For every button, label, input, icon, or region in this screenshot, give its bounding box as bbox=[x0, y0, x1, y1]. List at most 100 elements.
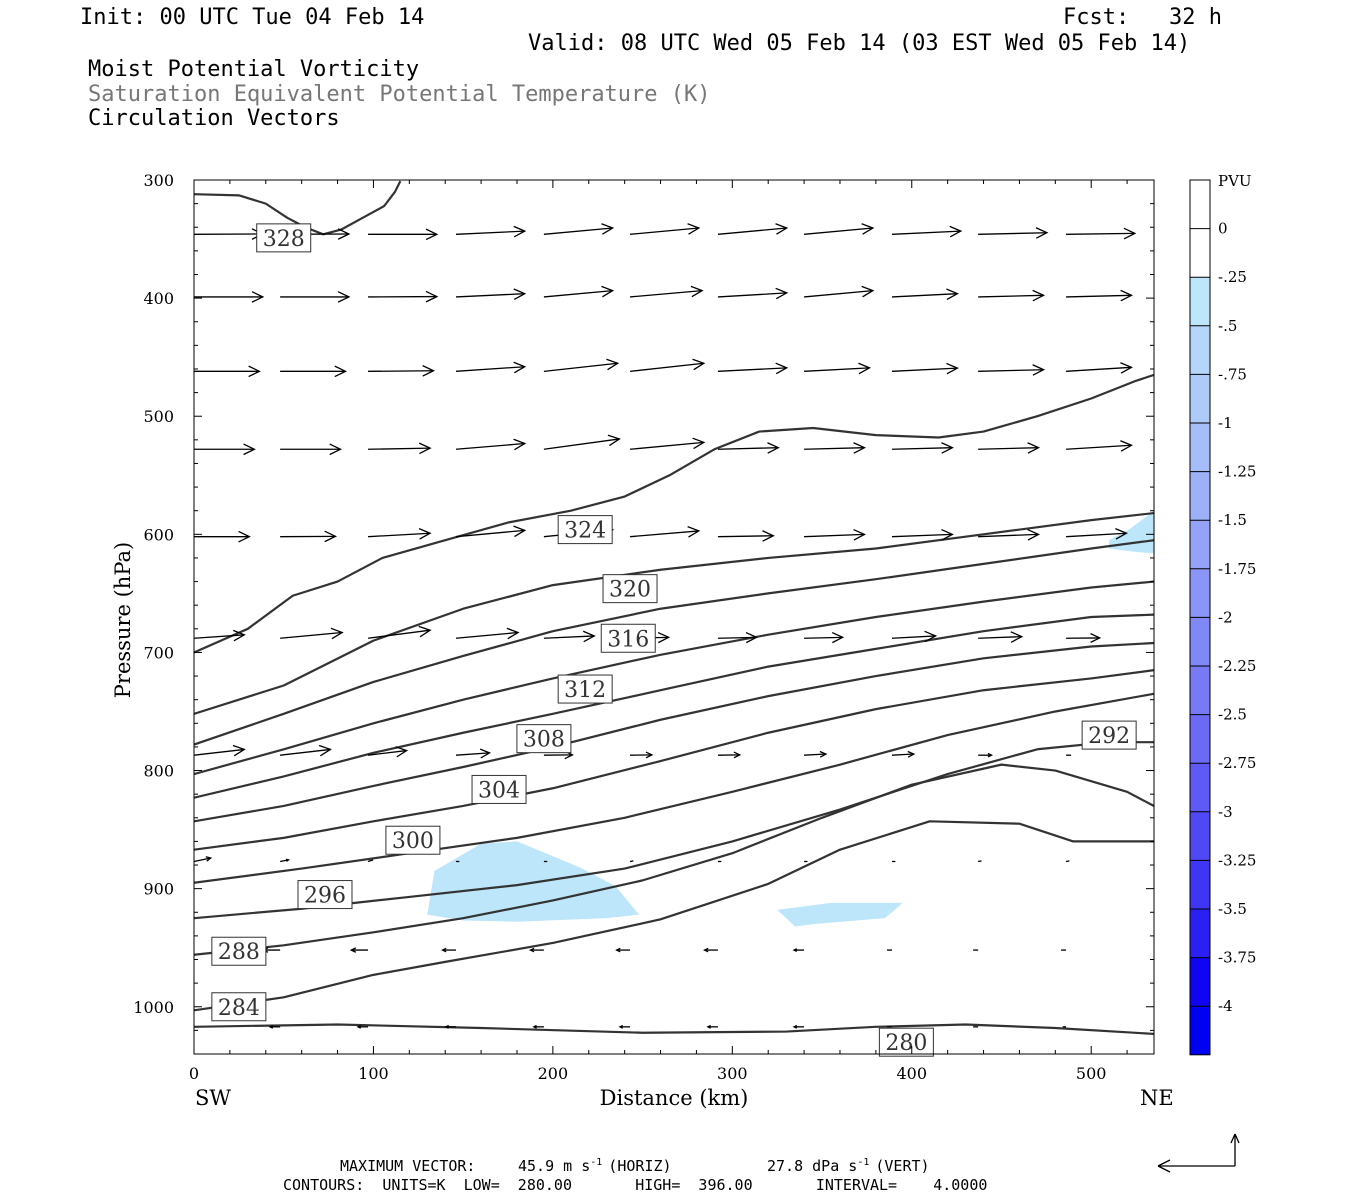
vector-arrowhead bbox=[907, 750, 916, 758]
y-tick-label: 600 bbox=[143, 525, 174, 544]
contour-label-328: 328 bbox=[263, 227, 305, 252]
circulation-vector bbox=[891, 293, 958, 298]
circulation-vector bbox=[891, 367, 958, 372]
contour-label-box bbox=[1081, 720, 1137, 750]
circulation-vector bbox=[978, 860, 982, 863]
circulation-vector bbox=[368, 370, 434, 372]
vector-arrowhead bbox=[418, 528, 432, 540]
circulation-vector bbox=[629, 227, 699, 235]
vector-arrowhead bbox=[318, 744, 332, 757]
vector-arrowhead bbox=[831, 631, 845, 644]
theta-es-contour-288 bbox=[194, 763, 1154, 956]
mpv-shading-layer bbox=[427, 510, 1154, 927]
contour-label-296: 296 bbox=[304, 884, 346, 909]
theta-es-contour-324 bbox=[194, 373, 1154, 654]
valid-time: Valid: 08 UTC Wed 05 Feb 14 (03 EST Wed … bbox=[528, 31, 1191, 56]
colorbar-title: PVU bbox=[1218, 172, 1252, 190]
vector-arrowhead bbox=[232, 744, 246, 757]
vector-arrowhead bbox=[858, 362, 872, 375]
colorbar-segment bbox=[1190, 568, 1210, 618]
contour-label-312: 312 bbox=[564, 678, 606, 703]
contour-label-316: 316 bbox=[607, 627, 649, 652]
vector-arrowhead bbox=[1120, 289, 1133, 302]
field-title-mpv: Moist Potential Vorticity bbox=[88, 57, 420, 82]
x-tick-label: 500 bbox=[1076, 1064, 1107, 1083]
theta-es-contour-284 bbox=[194, 820, 1154, 1012]
theta-es-contour-296 bbox=[194, 692, 1154, 884]
circulation-vector bbox=[455, 293, 525, 298]
contour-label-box bbox=[516, 724, 572, 754]
vector-arrowhead bbox=[607, 434, 621, 447]
circulation-vector bbox=[368, 532, 431, 538]
contour-label-308: 308 bbox=[523, 728, 565, 753]
colorbar-level-label: -.25 bbox=[1218, 268, 1247, 286]
footer-maxvec-label: MAXIMUM VECTOR: bbox=[340, 1157, 475, 1175]
vector-arrowhead bbox=[441, 947, 447, 953]
x-tick-label: 0 bbox=[189, 1064, 199, 1083]
circulation-vector bbox=[543, 362, 618, 372]
y-tick-label: 1000 bbox=[133, 998, 174, 1017]
vector-arrowhead bbox=[645, 751, 654, 759]
vector-arrowhead bbox=[243, 443, 256, 456]
colorbar-level-label: -1 bbox=[1218, 414, 1233, 432]
y-tick-label: 400 bbox=[143, 289, 174, 308]
vector-arrowhead bbox=[418, 625, 432, 638]
contour-label-box bbox=[600, 623, 656, 653]
vector-arrowhead bbox=[513, 525, 527, 538]
vector-arrowhead bbox=[775, 287, 789, 300]
vector-arrowhead bbox=[703, 947, 709, 953]
init-time: Init: 00 UTC Tue 04 Feb 14 bbox=[80, 5, 425, 30]
circulation-vector bbox=[194, 748, 245, 756]
vector-arrowhead bbox=[601, 223, 615, 235]
circulation-vector bbox=[455, 752, 490, 756]
colorbar-level-label: -2.25 bbox=[1218, 657, 1256, 675]
vector-arrowhead bbox=[418, 442, 432, 455]
vector-arrowhead bbox=[949, 225, 963, 238]
circulation-vector bbox=[629, 289, 703, 298]
footer-maxvec-horiz: 45.9 m s-1 (HORIZ) bbox=[518, 1157, 672, 1175]
vector-arrowhead bbox=[762, 530, 775, 542]
vector-arrowhead bbox=[657, 631, 671, 644]
vector-arrowhead bbox=[618, 1024, 623, 1029]
colorbar-segment bbox=[1190, 909, 1210, 958]
mpv-shaded-region bbox=[777, 902, 903, 927]
colorbar-segment bbox=[1190, 811, 1210, 861]
vector-arrowhead bbox=[1035, 227, 1049, 239]
contour-label-box bbox=[211, 992, 267, 1022]
colorbar-level-label: -3 bbox=[1218, 803, 1233, 821]
vector-arrowhead bbox=[745, 631, 759, 644]
circulation-vector bbox=[804, 636, 843, 639]
circulation-vector bbox=[978, 635, 1022, 639]
circulation-vector bbox=[543, 438, 620, 450]
y-tick-label: 300 bbox=[143, 171, 174, 190]
colorbar-segment bbox=[1190, 471, 1210, 521]
vector-arrowhead bbox=[853, 442, 866, 454]
vector-arrowhead bbox=[853, 528, 866, 541]
contour-label-box bbox=[557, 674, 613, 704]
circulation-vector bbox=[978, 294, 1044, 298]
circulation-vector bbox=[455, 631, 519, 639]
contour-label-324: 324 bbox=[564, 519, 606, 544]
circulation-vector bbox=[978, 232, 1047, 235]
vector-arrowhead bbox=[606, 358, 620, 371]
x-tick-label: 300 bbox=[717, 1064, 748, 1083]
theta-es-contour-320 bbox=[194, 511, 1154, 715]
colorbar-level-label: -2.75 bbox=[1218, 754, 1256, 772]
circulation-vector bbox=[978, 369, 1044, 372]
vector-arrowhead bbox=[425, 290, 439, 303]
colorbar-level-label: -.5 bbox=[1218, 317, 1237, 335]
colorbar-segment bbox=[1190, 860, 1210, 909]
vector-arrowhead bbox=[733, 751, 742, 759]
circulation-vector bbox=[717, 535, 774, 538]
y-tick-label: 700 bbox=[143, 643, 174, 662]
x-tick-label: 200 bbox=[538, 1064, 569, 1083]
colorbar-segment bbox=[1190, 714, 1210, 764]
vector-arrowhead bbox=[692, 358, 706, 371]
colorbar-level-label: -3.75 bbox=[1218, 949, 1256, 967]
vector-arrowhead bbox=[946, 362, 959, 375]
theta-es-contour-292 bbox=[194, 741, 1154, 920]
vector-arrowhead bbox=[232, 629, 246, 642]
circulation-vector bbox=[804, 753, 826, 756]
vector-arrowhead bbox=[767, 442, 780, 454]
colorbar-segment bbox=[1190, 277, 1210, 326]
